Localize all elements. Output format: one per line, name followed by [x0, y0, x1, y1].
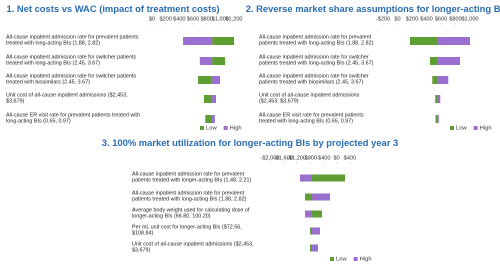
x-tick-label: $400	[173, 16, 185, 22]
legend-swatch	[473, 126, 478, 130]
x-tick-label: $1,000	[212, 16, 229, 22]
x-tick-label: $200	[406, 16, 418, 22]
chart-title: 3. 100% market utilization for longer-ac…	[101, 137, 399, 148]
x-tick-label: -$400	[316, 155, 330, 161]
bar	[312, 244, 318, 252]
legend-label: High	[360, 257, 372, 263]
bar	[310, 244, 312, 252]
row-label: Unit cost of all-cause inpatient admissi…	[259, 92, 360, 105]
legend-label: High	[480, 126, 492, 132]
row-label: Unit cost of all-cause inpatient admissi…	[6, 92, 128, 105]
legend-swatch	[450, 126, 454, 130]
bar	[305, 210, 312, 218]
bar	[312, 210, 322, 218]
x-tick-label: -$2,000	[261, 155, 280, 161]
bar	[199, 57, 213, 65]
bar	[212, 37, 234, 45]
x-tick-label: $1,200	[225, 16, 242, 22]
legend-label: Low	[456, 126, 467, 132]
row-label: All-cause inpatient admission rate for s…	[259, 54, 374, 67]
bar	[205, 115, 213, 123]
bar	[203, 95, 213, 103]
bar	[300, 174, 312, 182]
x-tick-label: $400	[420, 16, 432, 22]
x-tick-label: $200	[159, 16, 171, 22]
x-tick-label: $600	[187, 16, 199, 22]
bar	[312, 227, 320, 235]
x-tick-label: -$800	[303, 155, 317, 161]
x-tick-label: $0	[394, 16, 400, 22]
bar	[310, 227, 312, 235]
row-label: All-cause inpatient admission rate for p…	[259, 34, 374, 47]
row-label: All-cause inpatient admission rate for s…	[6, 54, 137, 67]
x-tick-label: $0	[334, 155, 340, 161]
bar	[437, 37, 470, 45]
chart-title: 2. Reverse market share assumptions for …	[245, 3, 500, 14]
x-tick-label: $1,000	[461, 16, 478, 22]
row-label: All-cause inpatient admission rate for s…	[259, 73, 369, 86]
bar	[437, 57, 460, 65]
row-label: All-cause ER visit rate for prevalent pa…	[6, 112, 140, 125]
x-tick-label: $600	[435, 16, 447, 22]
legend-swatch	[223, 126, 228, 130]
x-tick-label: -$200	[376, 16, 390, 22]
bar	[437, 95, 441, 103]
bar	[432, 76, 438, 84]
bar	[429, 57, 438, 65]
bar	[305, 193, 312, 201]
legend-label: High	[230, 126, 242, 132]
bar	[437, 115, 439, 123]
bar	[435, 115, 438, 123]
row-label: All-cause inpatient admission rate for p…	[132, 190, 247, 203]
bar	[435, 95, 438, 103]
row-label: All-cause inpatient admission rate for p…	[6, 34, 139, 47]
chart-title: 1. Net costs vs WAC (impact of treatment…	[6, 3, 220, 14]
row-label: All-cause ER visit rate for prevalent pa…	[259, 112, 364, 125]
x-tick-label: $800	[449, 16, 461, 22]
bar	[437, 76, 449, 84]
x-tick-label: $0	[149, 16, 155, 22]
bar	[197, 76, 213, 84]
legend-label: Low	[206, 126, 217, 132]
row-label: Average body weight used for calculating…	[132, 207, 250, 220]
row-label: Unit cost of all-cause inpatient admissi…	[132, 241, 254, 254]
row-label: Per mL unit cost for longer-acting BIs (…	[132, 224, 242, 237]
legend-swatch	[200, 126, 204, 130]
bar	[212, 76, 220, 84]
bar	[312, 193, 330, 201]
x-tick-label: $800	[200, 16, 212, 22]
row-label: All-cause inpatient admission rate for p…	[132, 171, 252, 184]
bar	[212, 57, 226, 65]
x-tick-label: -$1,600	[274, 155, 293, 161]
x-tick-label: -$1,200	[287, 155, 306, 161]
legend-swatch	[330, 257, 334, 261]
legend-swatch	[353, 257, 358, 261]
bar	[312, 174, 345, 182]
bar	[212, 115, 215, 123]
x-tick-label: $400	[344, 155, 356, 161]
legend-label: Low	[336, 257, 347, 263]
bar	[409, 37, 438, 45]
bar	[183, 37, 213, 45]
bar	[212, 95, 217, 103]
row-label: All-cause inpatient admission rate for s…	[6, 73, 137, 86]
